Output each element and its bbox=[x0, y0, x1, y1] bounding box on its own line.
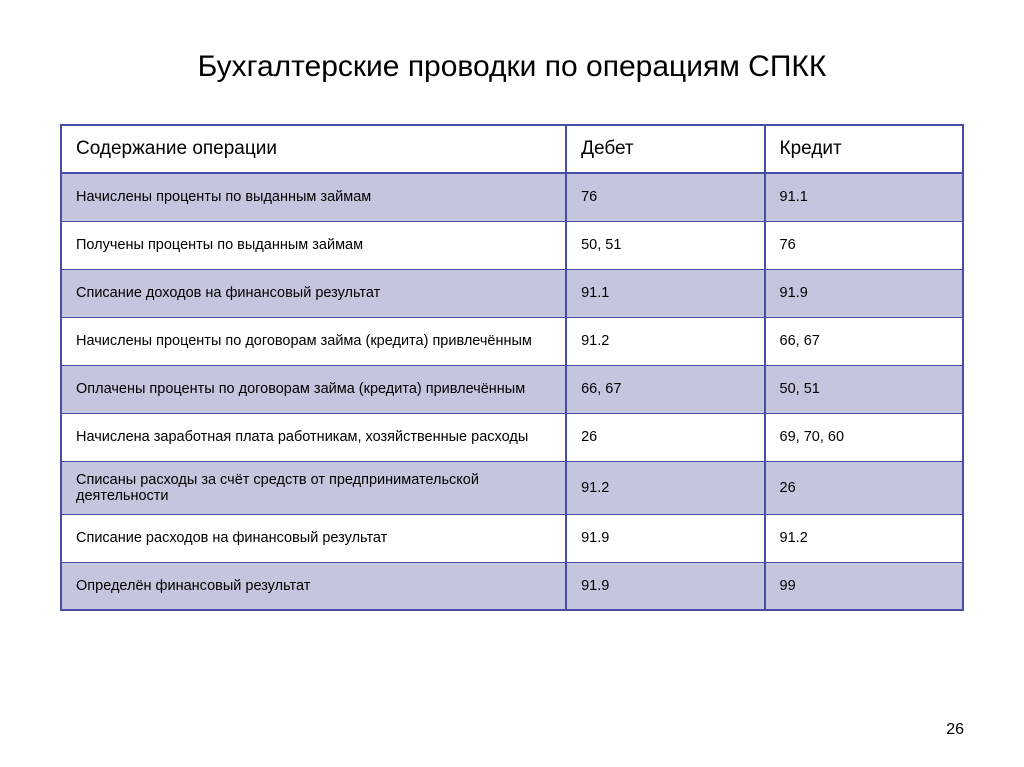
cell-operation: Определён финансовый результат bbox=[61, 562, 566, 610]
table-row: Начислены проценты по договорам займа (к… bbox=[61, 317, 963, 365]
cell-debit: 91.9 bbox=[566, 562, 764, 610]
cell-operation: Списаны расходы за счёт средств от предп… bbox=[61, 461, 566, 514]
page-number: 26 bbox=[946, 721, 964, 739]
cell-debit: 66, 67 bbox=[566, 365, 764, 413]
table-row: Списаны расходы за счёт средств от предп… bbox=[61, 461, 963, 514]
slide-title: Бухгалтерские проводки по операциям СПКК bbox=[60, 50, 964, 84]
cell-debit: 26 bbox=[566, 413, 764, 461]
table-row: Списание расходов на финансовый результа… bbox=[61, 514, 963, 562]
cell-credit: 50, 51 bbox=[765, 365, 963, 413]
cell-operation: Начислены проценты по выданным займам bbox=[61, 173, 566, 221]
table-row: Определён финансовый результат 91.9 99 bbox=[61, 562, 963, 610]
col-header-credit: Кредит bbox=[765, 125, 963, 173]
cell-debit: 91.9 bbox=[566, 514, 764, 562]
cell-debit: 91.2 bbox=[566, 461, 764, 514]
cell-credit: 91.9 bbox=[765, 269, 963, 317]
cell-debit: 91.1 bbox=[566, 269, 764, 317]
cell-credit: 26 bbox=[765, 461, 963, 514]
col-header-operation: Содержание операции bbox=[61, 125, 566, 173]
cell-operation: Начислена заработная плата работникам, х… bbox=[61, 413, 566, 461]
table-row: Оплачены проценты по договорам займа (кр… bbox=[61, 365, 963, 413]
cell-credit: 66, 67 bbox=[765, 317, 963, 365]
col-header-debit: Дебет bbox=[566, 125, 764, 173]
table-header-row: Содержание операции Дебет Кредит bbox=[61, 125, 963, 173]
table-row: Получены проценты по выданным займам 50,… bbox=[61, 221, 963, 269]
cell-credit: 91.1 bbox=[765, 173, 963, 221]
cell-credit: 76 bbox=[765, 221, 963, 269]
cell-credit: 99 bbox=[765, 562, 963, 610]
cell-operation: Оплачены проценты по договорам займа (кр… bbox=[61, 365, 566, 413]
cell-operation: Получены проценты по выданным займам bbox=[61, 221, 566, 269]
table-row: Начислены проценты по выданным займам 76… bbox=[61, 173, 963, 221]
cell-operation: Начислены проценты по договорам займа (к… bbox=[61, 317, 566, 365]
accounting-table: Содержание операции Дебет Кредит Начисле… bbox=[60, 124, 964, 611]
cell-credit: 91.2 bbox=[765, 514, 963, 562]
table-row: Начислена заработная плата работникам, х… bbox=[61, 413, 963, 461]
cell-debit: 91.2 bbox=[566, 317, 764, 365]
cell-operation: Списание доходов на финансовый результат bbox=[61, 269, 566, 317]
table-row: Списание доходов на финансовый результат… bbox=[61, 269, 963, 317]
cell-operation: Списание расходов на финансовый результа… bbox=[61, 514, 566, 562]
cell-credit: 69, 70, 60 bbox=[765, 413, 963, 461]
cell-debit: 50, 51 bbox=[566, 221, 764, 269]
cell-debit: 76 bbox=[566, 173, 764, 221]
